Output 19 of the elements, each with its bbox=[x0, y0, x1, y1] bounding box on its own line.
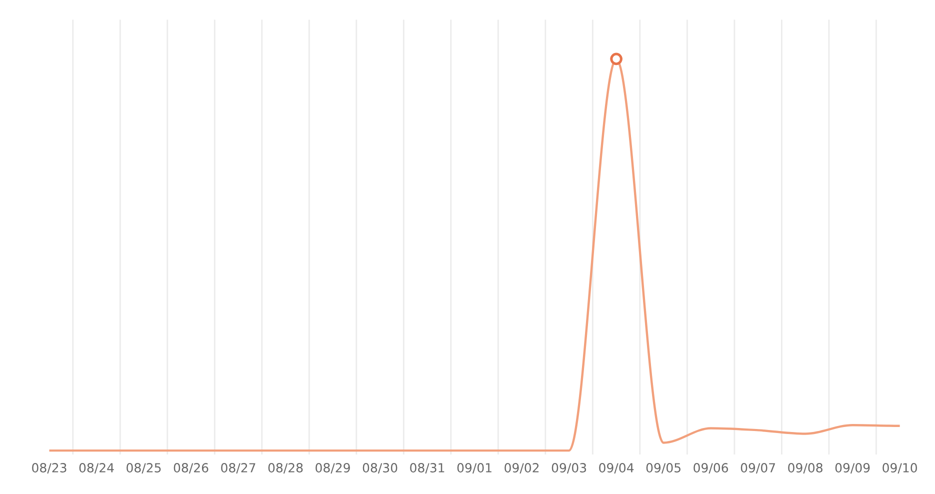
x-tick-label: 09/02 bbox=[504, 463, 539, 474]
x-tick-label: 08/29 bbox=[316, 463, 350, 474]
x-tick-label: 09/07 bbox=[740, 463, 775, 474]
x-tick-label: 08/30 bbox=[362, 463, 398, 474]
x-tick-label: 08/23 bbox=[32, 463, 66, 474]
x-tick-label: 09/01 bbox=[457, 463, 492, 474]
x-tick-label: 09/08 bbox=[788, 463, 822, 474]
x-tick-label: 09/04 bbox=[599, 463, 634, 474]
x-tick-label: 08/31 bbox=[410, 463, 444, 474]
x-tick-label: 08/25 bbox=[126, 463, 161, 474]
x-tick-label: 09/10 bbox=[882, 463, 917, 474]
x-tick-label: 08/27 bbox=[221, 463, 256, 474]
x-tick-label: 09/03 bbox=[552, 463, 586, 474]
x-tick-label: 09/05 bbox=[646, 463, 680, 474]
x-tick-label: 08/28 bbox=[268, 463, 303, 474]
x-tick-label: 08/26 bbox=[174, 463, 208, 474]
x-tick-label: 08/24 bbox=[79, 463, 114, 474]
x-tick-label: 09/06 bbox=[694, 463, 728, 474]
x-tick-label: 09/09 bbox=[835, 463, 870, 474]
